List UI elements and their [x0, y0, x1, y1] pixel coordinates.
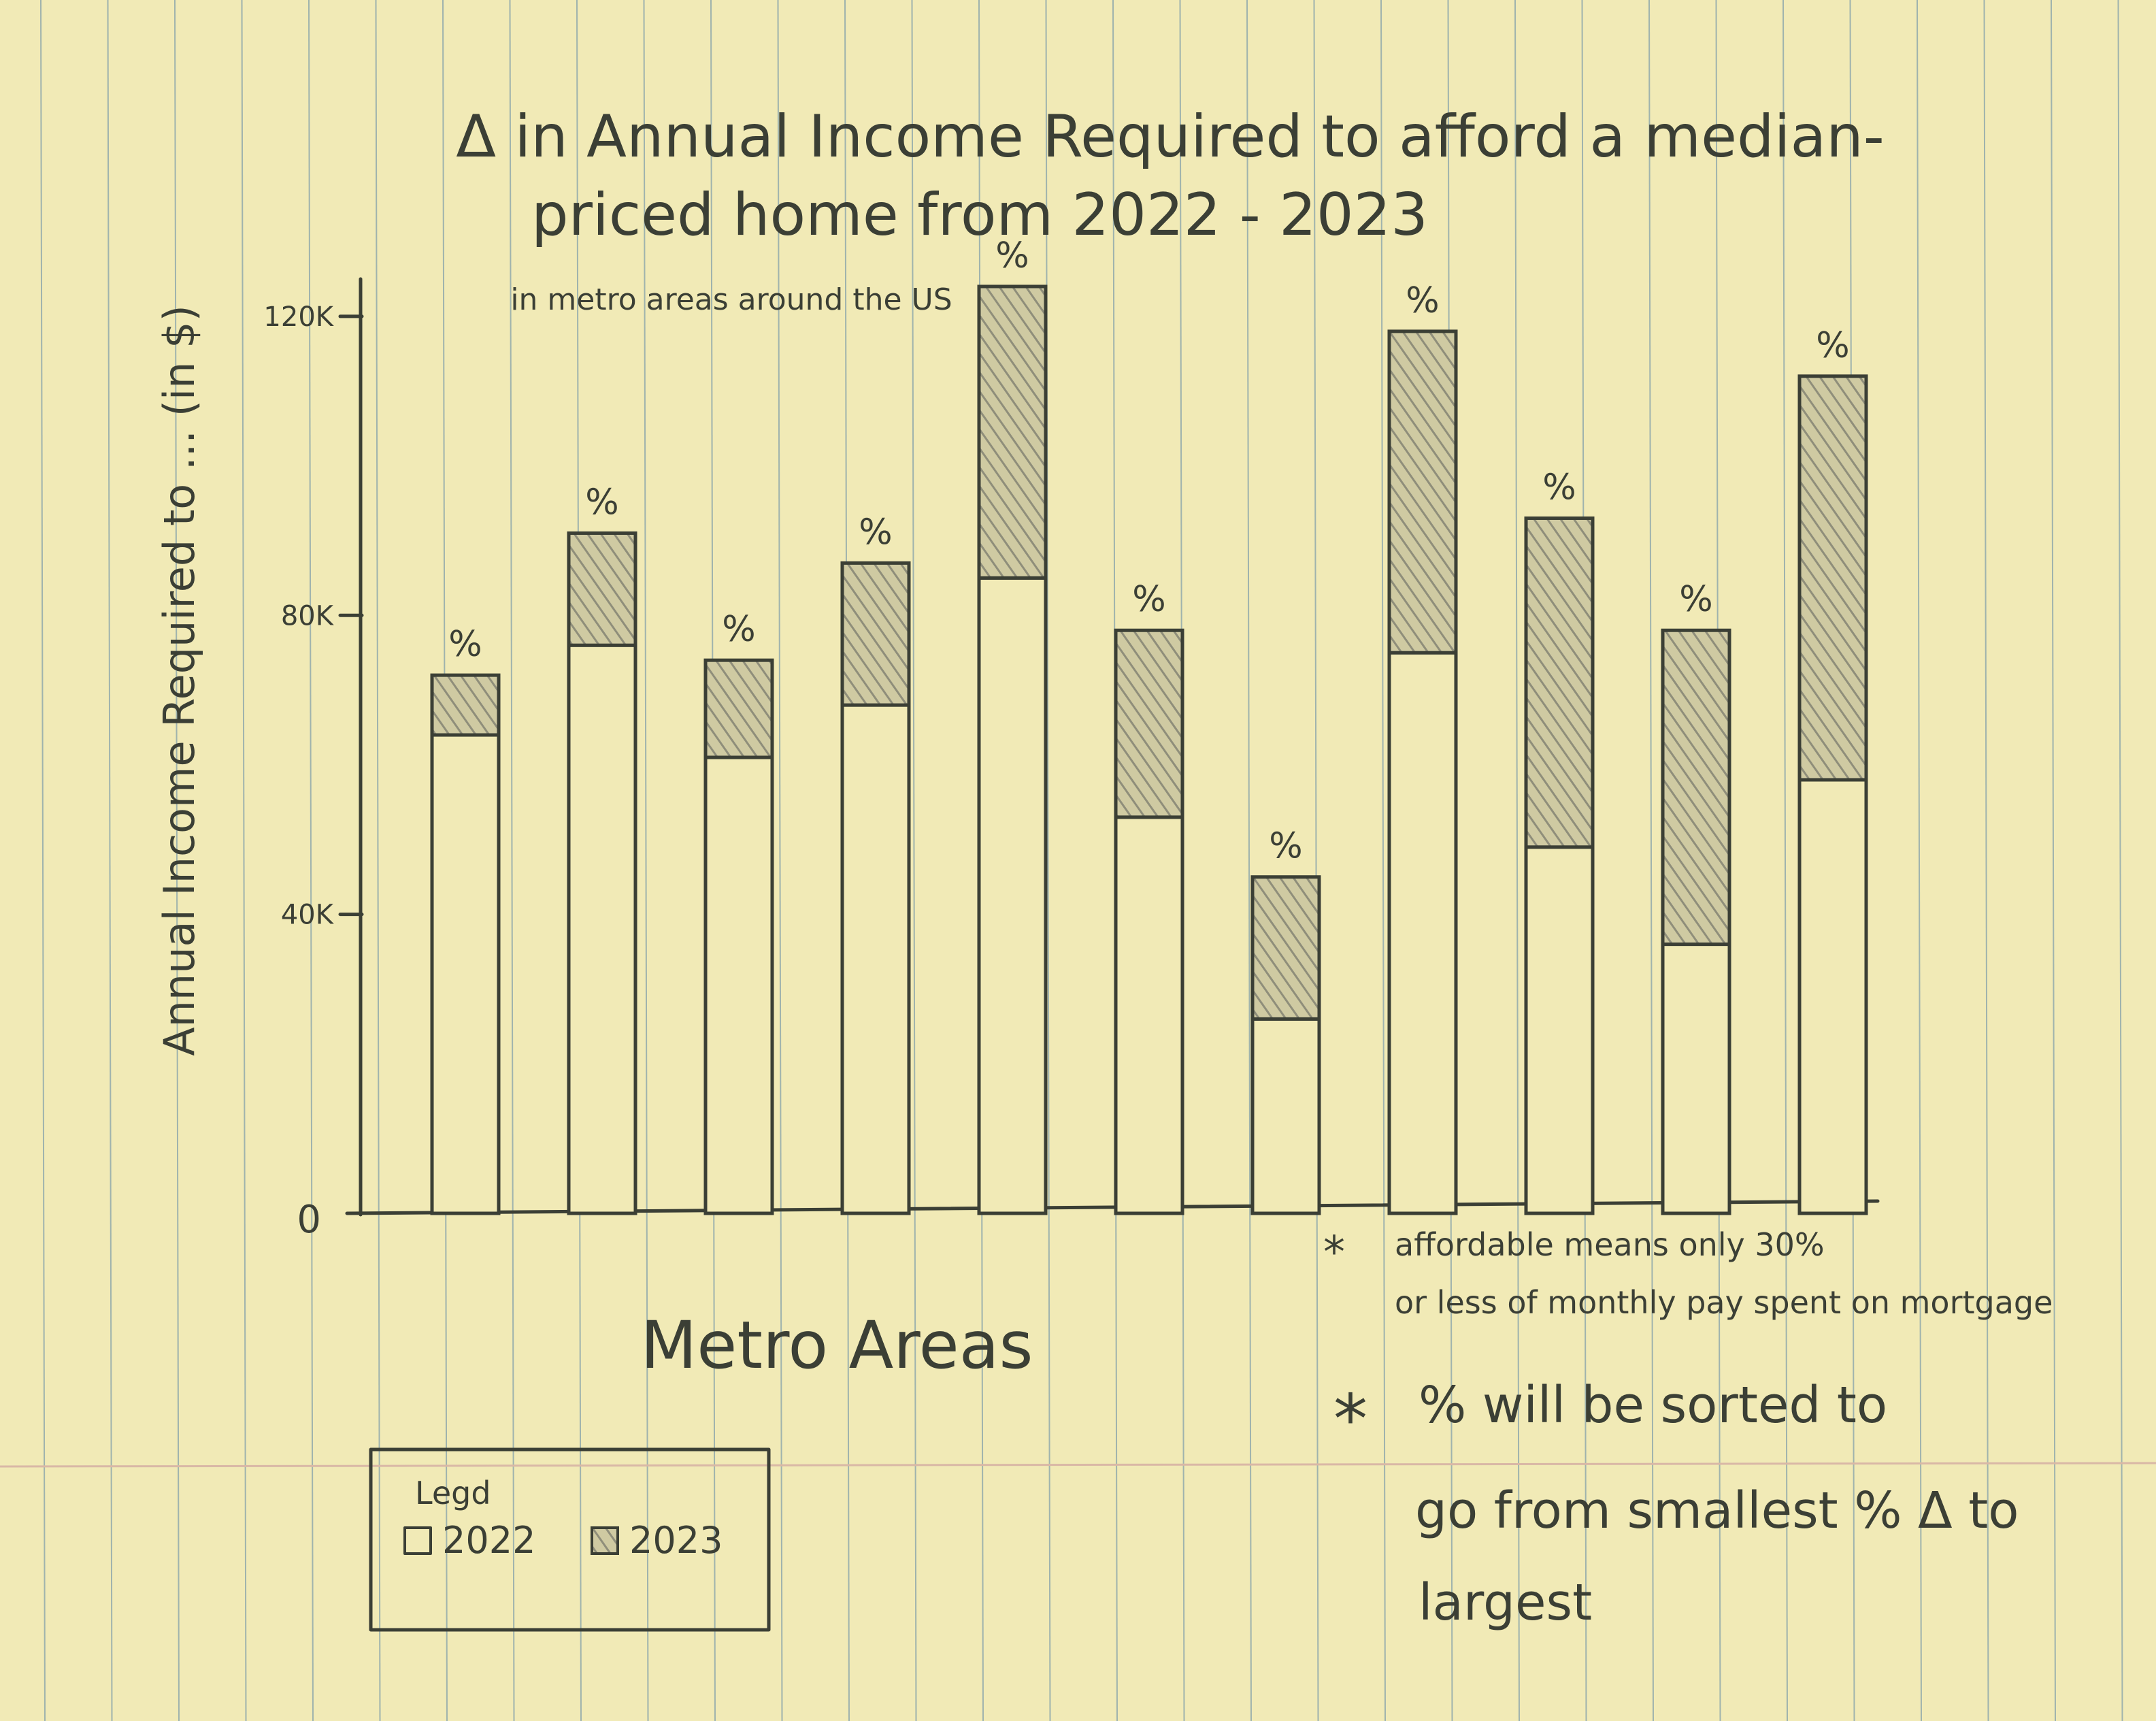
paper-rule-line [1782, 0, 1788, 1721]
bar-2022 [1524, 845, 1595, 1215]
paper-rule-line [1313, 0, 1319, 1721]
note-asterisk-1: * [1323, 1228, 1345, 1278]
bar-2023 [567, 531, 637, 647]
note-affordable-line2: or less of monthly pay spent on mortgage [1395, 1284, 2053, 1321]
chart-subtitle: in metro areas around the US [510, 282, 952, 317]
paper-rule-line [1380, 0, 1386, 1721]
paper-rule-line [2051, 0, 2056, 1721]
legend-label-2022: 2022 [442, 1519, 535, 1562]
bar-percent-label: % [448, 624, 482, 665]
bar-2023 [1661, 628, 1731, 947]
note-sorting-line3: largest [1419, 1573, 1592, 1632]
note-sorting-line2: go from smallest % Δ to [1415, 1481, 2019, 1540]
paper-rule-line [1514, 0, 1520, 1721]
bar-percent-label: % [1679, 579, 1712, 620]
note-sorting-line1: % will be sorted to [1419, 1376, 1887, 1435]
bar-2023 [977, 284, 1048, 580]
legend-swatch-2023 [591, 1526, 619, 1555]
paper-rule-line [1648, 0, 1654, 1721]
chart-title-line1: Δ in Annual Income Required to afford a … [456, 103, 1885, 171]
paper-rule-line [107, 0, 113, 1721]
paper-rule-line [174, 0, 180, 1721]
bar-percent-label: % [1132, 579, 1165, 620]
y-tick-label: 80K [281, 600, 335, 632]
bar-2022 [703, 755, 774, 1215]
paper-rule-line [1983, 0, 1989, 1721]
paper-rule-line [40, 0, 46, 1721]
paper-margin-line [0, 1462, 2156, 1468]
bar-percent-label: % [1816, 325, 1849, 366]
bar-2023 [840, 561, 911, 707]
paper-rule-line [777, 0, 783, 1721]
bar-percent-label: % [995, 235, 1029, 276]
y-tick-label: 40K [281, 900, 335, 931]
legend-label-2023: 2023 [629, 1519, 723, 1562]
bar-2022 [430, 733, 501, 1215]
bar-percent-label: % [859, 512, 892, 553]
y-tick-label: 0 [297, 1198, 321, 1242]
paper-rule-line [643, 0, 649, 1721]
bar-percent-label: % [585, 482, 618, 523]
paper-rule-line [241, 0, 247, 1721]
chart-title-line2: priced home from 2022 - 2023 [531, 181, 1428, 249]
bar-2022 [1797, 778, 1868, 1215]
y-axis-label: Annual Income Required to ... (in $) [154, 305, 204, 1056]
note-affordable: affordable means only 30% or less of mon… [1395, 1226, 2053, 1321]
paper-rule-line [911, 0, 917, 1721]
bar-2022 [567, 643, 637, 1215]
bar-2023 [1387, 329, 1458, 655]
paper-rule-line [375, 0, 381, 1721]
note-asterisk-2: * [1333, 1379, 1367, 1459]
paper-rule-line [2117, 0, 2123, 1721]
bar-2022 [1114, 815, 1184, 1215]
bars: %%%%%%%%%%% [430, 235, 1868, 1215]
legend-box [369, 1447, 771, 1632]
bar-2022 [1250, 1017, 1321, 1215]
paper-rule-line [1246, 0, 1252, 1721]
bar-2022 [1661, 943, 1731, 1215]
bar-percent-label: % [1269, 826, 1302, 867]
bar-2022 [977, 576, 1048, 1215]
bar-percent-label: % [1542, 467, 1576, 508]
note-sorting: % will be sorted to go from smallest % Δ… [1415, 1376, 2035, 1632]
x-axis-label: Metro Areas [640, 1307, 1033, 1383]
bar-2023 [430, 673, 501, 737]
bar-percent-label: % [1406, 280, 1439, 321]
paper-rule-line [1917, 0, 1922, 1721]
y-tick-label: 120K [263, 301, 334, 333]
legend-title: Legd [415, 1475, 491, 1511]
bar-2022 [840, 703, 911, 1215]
paper-rule-line [509, 0, 515, 1721]
bar-2023 [703, 658, 774, 759]
bar-percent-label: % [722, 609, 755, 650]
bar-2023 [1250, 875, 1321, 1021]
y-axis-ticks: 0 40K 80K 120K [263, 301, 364, 1242]
bar-2022 [1387, 651, 1458, 1215]
note-affordable-line1: affordable means only 30% [1395, 1226, 1825, 1263]
bar-2023 [1524, 516, 1595, 849]
paper-rule-line [308, 0, 314, 1721]
bar-2023 [1797, 374, 1868, 782]
legend-swatch-2022 [403, 1526, 432, 1555]
bar-2023 [1114, 628, 1184, 819]
